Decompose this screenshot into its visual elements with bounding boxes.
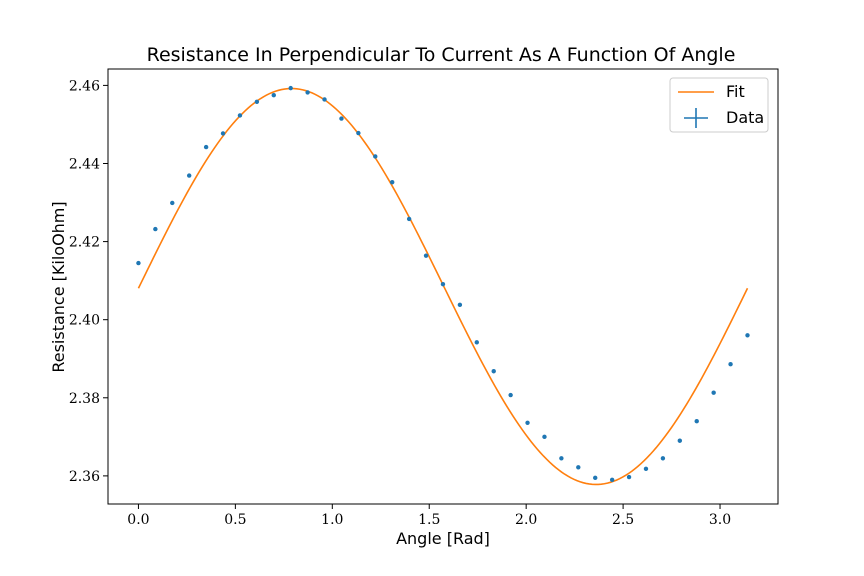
data-point: [153, 226, 158, 232]
data-point: [660, 456, 666, 461]
data-point: [237, 113, 243, 118]
data-point: [525, 420, 530, 425]
y-tick-label: 2.46: [69, 78, 100, 94]
data-point: [508, 392, 513, 398]
legend: Fit Data: [669, 77, 769, 133]
x-tick-label: 1.0: [321, 512, 343, 528]
data-point: [626, 474, 632, 480]
data-point: [271, 92, 276, 98]
x-tick-label: 1.5: [418, 512, 440, 528]
data-point: [677, 438, 683, 443]
data-point: [186, 173, 192, 178]
data-point: [728, 362, 733, 367]
data-point: [220, 131, 226, 136]
legend-data-label: Data: [726, 108, 764, 127]
data-point: [559, 456, 564, 461]
data-point: [254, 99, 260, 105]
data-point: [423, 253, 429, 258]
data-point: [593, 475, 598, 481]
data-point: [373, 154, 378, 159]
plot-frame: [107, 68, 779, 505]
data-point: [711, 390, 716, 395]
legend-data-marker: [684, 108, 708, 128]
data-point: [474, 340, 479, 345]
data-point: [390, 180, 395, 185]
data-point: [491, 369, 496, 374]
data-point: [609, 477, 615, 482]
y-tick-label: 2.40: [69, 313, 100, 329]
x-tick-label: 2.0: [515, 512, 537, 528]
y-tick-label: 2.44: [69, 156, 100, 172]
data-point: [170, 200, 175, 206]
data-point: [305, 90, 310, 95]
chart-title: Resistance In Perpendicular To Current A…: [147, 44, 736, 66]
x-tick-label: 3.0: [709, 512, 731, 528]
data-point: [406, 216, 412, 222]
data-point: [457, 302, 463, 308]
data-point: [440, 281, 446, 287]
legend-fit-label: Fit: [726, 82, 745, 101]
data-point: [694, 419, 699, 424]
data-point: [203, 144, 209, 150]
data-point: [339, 116, 344, 121]
x-tick-label: 0.5: [224, 512, 246, 528]
data-point: [136, 260, 141, 266]
y-tick-label: 2.42: [69, 235, 100, 251]
data-point: [542, 434, 547, 440]
data-point: [356, 130, 361, 136]
x-axis-label: Angle [Rad]: [396, 529, 490, 548]
data-point: [745, 333, 750, 338]
x-tick-label: 0.0: [127, 512, 149, 528]
x-tick-label: 2.5: [612, 512, 634, 528]
y-tick-label: 2.36: [69, 469, 100, 485]
y-tick-label: 2.38: [69, 391, 100, 407]
data-point: [576, 465, 581, 470]
data-point: [643, 466, 649, 472]
data-point: [288, 85, 293, 91]
y-axis-label: Resistance [KiloOhm]: [49, 201, 68, 372]
data-point: [322, 97, 327, 102]
